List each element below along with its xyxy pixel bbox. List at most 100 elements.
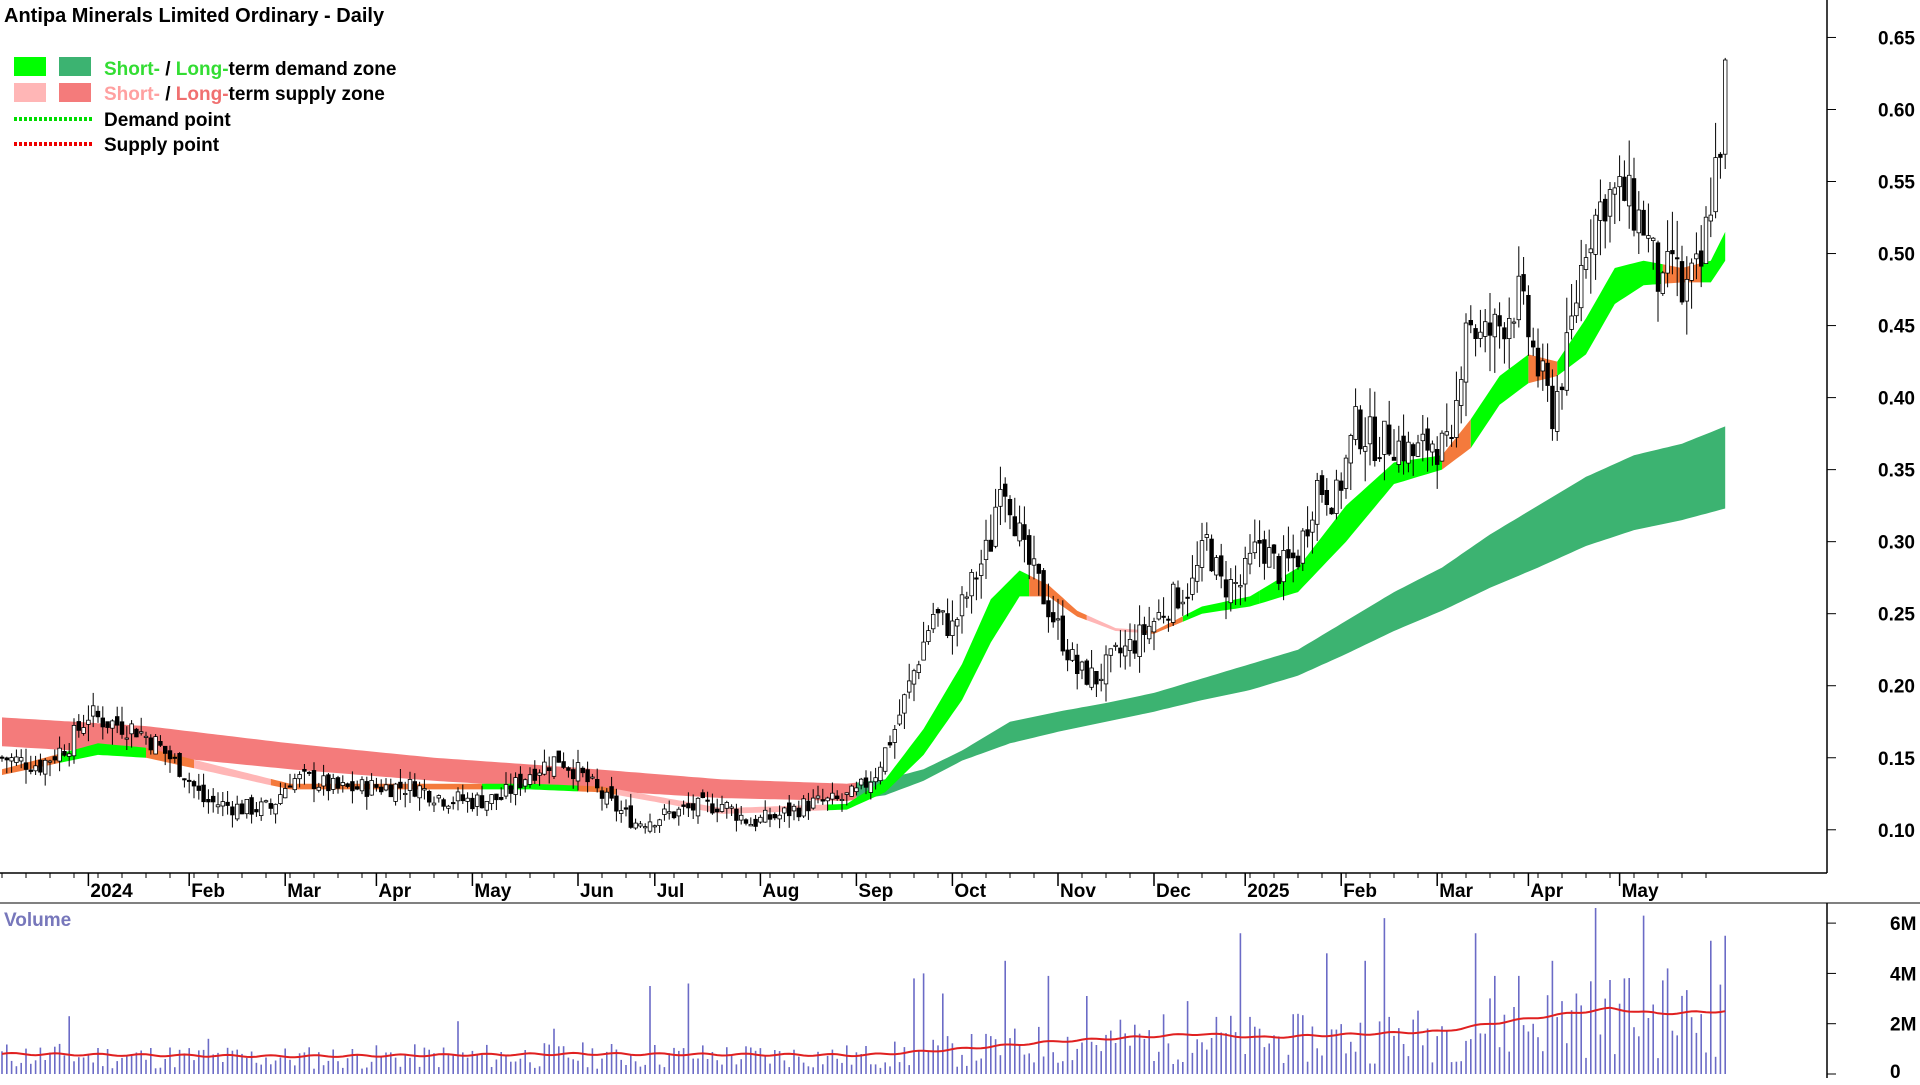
candle-body — [412, 781, 417, 797]
candle-body — [1367, 416, 1373, 445]
candle-body — [1175, 587, 1181, 609]
candle-body — [628, 805, 633, 828]
candle-body — [1305, 529, 1310, 537]
candle-body — [426, 791, 432, 803]
candle-body — [1382, 420, 1387, 455]
candle-body — [748, 824, 753, 827]
candle-body — [359, 779, 365, 792]
short-term-zone-segment — [1470, 354, 1529, 448]
candle-body — [844, 792, 849, 795]
volume-tick-label: 0 — [1890, 1062, 1901, 1080]
candle-body — [1406, 441, 1411, 464]
candle-body — [119, 721, 125, 735]
legend-swatch-short-demand — [14, 57, 46, 76]
candle-body — [326, 774, 331, 792]
candle-body — [1041, 570, 1046, 605]
candle-body — [225, 801, 230, 806]
candle-body — [1574, 302, 1579, 317]
candle-body — [959, 594, 965, 617]
candle-body — [887, 742, 893, 746]
candle-body — [1228, 579, 1233, 604]
candle-body — [811, 797, 816, 809]
candle-body — [479, 795, 485, 809]
candle-body — [1310, 519, 1315, 533]
candle-body — [311, 770, 317, 790]
candle-body — [1401, 435, 1406, 462]
candle-body — [446, 805, 451, 809]
candle-body — [1017, 522, 1022, 542]
candle-body — [494, 793, 499, 801]
long-term-demand-zone — [856, 426, 1726, 800]
candle-body — [1142, 624, 1147, 635]
candle-body — [354, 786, 360, 790]
candle-body — [1070, 649, 1075, 661]
candle-body — [916, 664, 921, 673]
chart-title: Antipa Minerals Limited Ordinary - Daily — [4, 5, 385, 27]
candle-body — [460, 794, 465, 802]
candle-body — [489, 794, 494, 804]
candle-body — [422, 788, 427, 791]
candle-body — [556, 750, 561, 763]
candle-body — [724, 802, 729, 809]
candle-body — [955, 619, 960, 627]
candle-body — [719, 804, 725, 812]
candle-body — [67, 753, 72, 757]
candle-body — [115, 716, 120, 726]
volume-y-ticks: 6M 4M 2M 0 — [1827, 914, 1916, 1083]
candle-body — [1555, 391, 1560, 432]
candle-body — [1444, 431, 1449, 436]
x-tick-label: Feb — [1343, 881, 1377, 902]
candle-body — [1612, 187, 1617, 195]
candle-body — [1439, 432, 1445, 462]
candle-body — [1463, 322, 1469, 383]
short-term-zone-segment — [1182, 590, 1260, 622]
candle-body — [1679, 261, 1685, 303]
candle-body — [907, 680, 912, 693]
candle-body — [273, 803, 278, 815]
candle-body — [124, 737, 129, 740]
candle-body — [450, 802, 456, 805]
candle-body — [1718, 153, 1723, 158]
candle-body — [1185, 596, 1190, 599]
legend-demand-sep: / — [160, 59, 176, 80]
candle-body — [465, 797, 470, 802]
candle-body — [263, 800, 269, 803]
candle-body — [383, 784, 389, 791]
price-tick-label: 0.30 — [1878, 533, 1915, 554]
candle-body — [849, 785, 854, 797]
candle-body — [330, 778, 336, 790]
candle-body — [172, 756, 177, 759]
legend-supply-long: Long- — [176, 84, 229, 105]
price-y-ticks: 0.65 0.60 0.55 0.50 0.45 0.40 0.35 0.30 0.25 0.20… — [1827, 28, 1915, 842]
candle-body — [705, 799, 710, 802]
candle-body — [345, 783, 350, 787]
candle-body — [1151, 621, 1157, 633]
candle-body — [1689, 262, 1694, 281]
candle-body — [777, 814, 782, 820]
candle-body — [1339, 480, 1344, 491]
candle-body — [143, 735, 149, 738]
candle-body — [1535, 347, 1541, 377]
candle-body — [695, 797, 701, 817]
candle-body — [292, 778, 297, 791]
candle-body — [234, 803, 240, 820]
legend: Short- / Long-term demand zone Short- / … — [14, 57, 396, 156]
x-tick-label: Mar — [1439, 881, 1473, 902]
candle-body — [1223, 579, 1229, 598]
legend-swatch-long-demand — [59, 57, 91, 76]
candle-body — [1492, 313, 1497, 338]
candle-body — [1171, 583, 1176, 623]
candle-body — [1507, 317, 1512, 339]
price-tick-label: 0.15 — [1878, 749, 1915, 770]
x-tick-label: May — [1622, 881, 1659, 902]
candle-body — [547, 767, 552, 772]
x-tick-label: Mar — [287, 881, 321, 902]
candle-body — [474, 794, 480, 807]
price-tick-label: 0.65 — [1878, 28, 1915, 49]
candle-body — [566, 767, 571, 771]
candle-body — [1286, 549, 1291, 559]
candle-body — [105, 721, 110, 728]
candle-body — [1108, 648, 1113, 656]
candle-body — [378, 786, 384, 793]
candle-body — [820, 799, 825, 802]
